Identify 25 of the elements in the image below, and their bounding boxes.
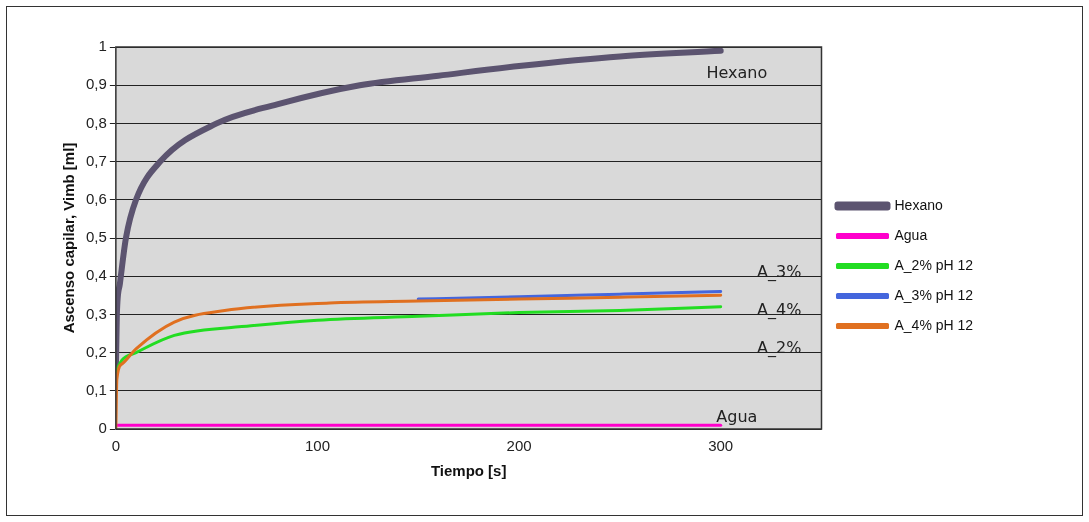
legend-label: Agua: [894, 226, 967, 243]
y-tick-label: 0,8: [85, 113, 107, 131]
line-series: [416, 289, 723, 301]
legend-label: Hexano: [894, 196, 982, 213]
y-tick-label: 0,9: [85, 75, 107, 93]
y-tick-label: 1: [98, 37, 107, 55]
x-tick-label: 200: [506, 437, 532, 455]
y-axis-title: Ascenso capilar, Vimb [ml]: [60, 142, 78, 334]
y-tick-label: 0,1: [85, 380, 107, 398]
y-tick-label: 0,2: [85, 342, 107, 360]
annotation: Agua: [716, 406, 758, 426]
x-axis-title: Tiempo [s]: [430, 462, 507, 480]
x-tick-label: 300: [708, 437, 734, 455]
legend-label: A_2% pH 12: [894, 256, 1013, 273]
y-tick-label: 0,7: [85, 151, 107, 169]
annotation: Hexano: [706, 62, 768, 82]
y-tick-label: 0,3: [85, 304, 107, 322]
legend-label: A_4% pH 12: [894, 316, 1013, 333]
y-tick-label: 0,4: [85, 266, 107, 284]
x-tick-label: 100: [304, 437, 330, 455]
x-tick-label: 0: [111, 437, 121, 455]
y-tick-label: 0,5: [85, 228, 107, 246]
y-tick-label: 0,6: [85, 189, 107, 207]
legend-label: A_3% pH 12: [894, 286, 1013, 303]
y-tick-label: 0: [98, 419, 107, 437]
